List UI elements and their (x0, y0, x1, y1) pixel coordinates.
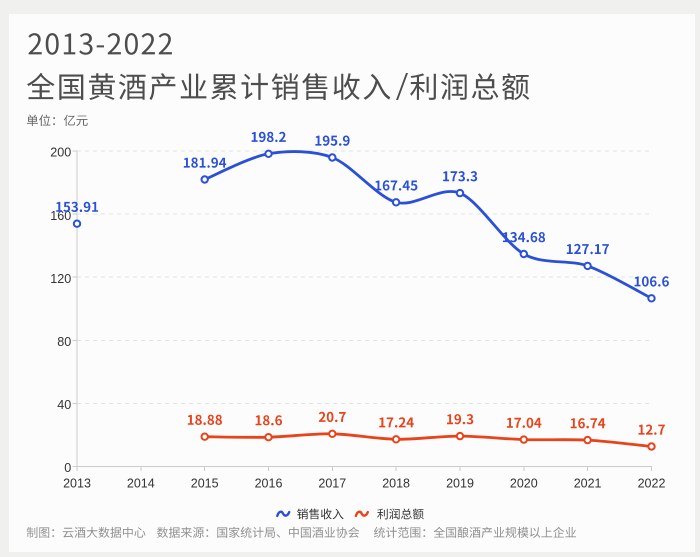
svg-text:80: 80 (57, 335, 71, 349)
svg-text:2016: 2016 (255, 476, 283, 490)
svg-text:2020: 2020 (510, 476, 538, 490)
svg-text:200: 200 (50, 146, 71, 160)
svg-text:2015: 2015 (191, 476, 219, 490)
svg-text:2014: 2014 (127, 476, 155, 490)
svg-text:2017: 2017 (318, 476, 346, 490)
svg-text:2019: 2019 (446, 476, 474, 490)
svg-text:2022: 2022 (638, 476, 666, 490)
svg-text:160: 160 (50, 209, 71, 223)
svg-text:2013: 2013 (63, 476, 91, 490)
svg-text:40: 40 (57, 398, 71, 412)
svg-text:120: 120 (50, 272, 71, 286)
svg-text:0: 0 (64, 461, 71, 475)
svg-text:2018: 2018 (382, 476, 410, 490)
svg-text:2021: 2021 (574, 476, 602, 490)
